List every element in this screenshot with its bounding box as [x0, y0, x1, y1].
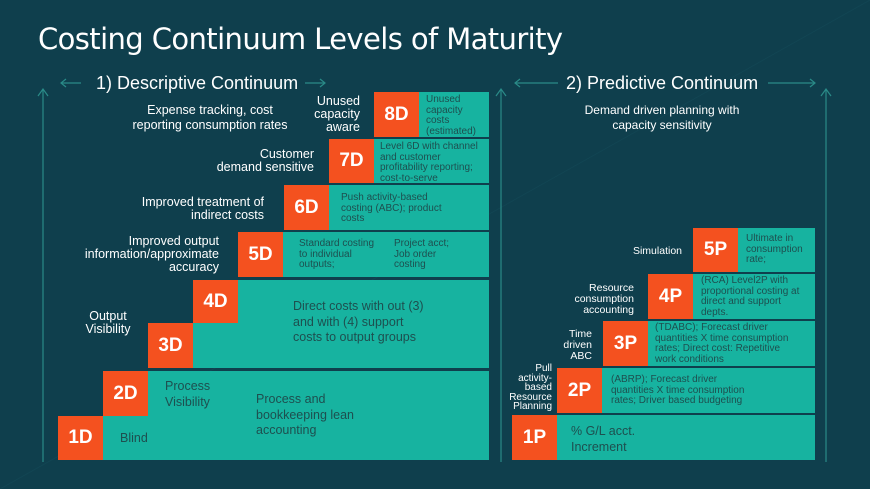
level-7d-description: Level 6D with channel and customer profi…	[380, 141, 478, 184]
level-2p-badge: 2P	[557, 368, 602, 413]
level-1p-description: % G/L acct. Increment	[571, 424, 636, 454]
level-3p-badge: 3P	[603, 321, 648, 366]
level-6d-badge: 6D	[284, 185, 329, 230]
row-12d-bg-lower	[103, 416, 489, 460]
row-34d-bg-lower	[193, 323, 489, 368]
level-3d-4d-description: Direct costs with out (3) and with (4) s…	[293, 299, 424, 344]
level-2d-badge: 2D	[103, 371, 148, 416]
row-5d-bg	[283, 232, 489, 277]
level-5d-description-b: Project acct; Job order costing	[394, 238, 450, 270]
right-horizontal-arrows-icon	[514, 78, 816, 88]
process-lean-description: Process and bookkeeping lean accounting	[256, 392, 354, 437]
level-6d-label: Improved treatment of indirect costs	[141, 195, 264, 222]
row-2p-bg	[602, 368, 815, 413]
row-8d-bg	[419, 92, 489, 137]
predictive-subtitle: Demand driven planning with capacity sen…	[584, 103, 740, 132]
level-1d-description: Blind	[120, 431, 148, 445]
level-2p-description: (ABRP); Forecast driver quantities X tim…	[611, 374, 745, 406]
level-1p-badge: 1P	[512, 415, 557, 460]
level-1d-badge: 1D	[58, 416, 103, 460]
level-4p-badge: 4P	[648, 274, 693, 319]
row-4p-bg	[693, 274, 815, 319]
level-5d-label: Improved output information/approximate …	[84, 234, 219, 274]
level-5d-description-a: Standard costing to individual outputs;	[299, 238, 375, 270]
level-7d-badge: 7D	[329, 139, 374, 183]
level-8d-description: Unused capacity costs (estimated)	[426, 94, 477, 137]
level-5p-description: Ultimate in consumption rate;	[746, 233, 803, 265]
descriptive-subtitle: Expense tracking, cost reporting consump…	[132, 103, 288, 132]
output-visibility-label: Output Visibility	[85, 309, 131, 336]
row-5p-bg	[738, 228, 815, 272]
row-34d-bg	[238, 280, 489, 323]
level-4d-badge: 4D	[193, 280, 238, 323]
left-horizontal-arrows-icon	[60, 78, 326, 88]
page-title: Costing Continuum Levels of Maturity	[38, 22, 563, 56]
level-3d-badge: 3D	[148, 323, 193, 368]
level-3p-description: (TDABC); Forecast driver quantities X ti…	[655, 322, 789, 365]
row-3p-bg	[648, 321, 815, 366]
level-5p-label: Simulation	[632, 245, 682, 257]
level-5d-badge: 5D	[238, 232, 283, 277]
row-7d-bg	[374, 139, 489, 183]
level-8d-badge: 8D	[374, 92, 419, 137]
level-7d-label: Customer demand sensitive	[216, 147, 314, 174]
row-1p-bg	[557, 415, 815, 460]
level-4p-label: Resource consumption accounting	[574, 282, 634, 316]
level-4p-description: (RCA) Level2P with proportional costing …	[701, 275, 800, 318]
level-2p-label: Pull activity- based Resource Planning	[509, 363, 552, 412]
left-vertical-arrow-icon	[37, 87, 49, 462]
predictive-heading: 2) Predictive Continuum	[566, 73, 759, 93]
right-vertical-arrow-icon	[820, 87, 832, 462]
level-2d-description: Process Visibility	[165, 379, 211, 409]
level-8d-label: Unused capacity aware	[314, 94, 360, 134]
descriptive-heading: 1) Descriptive Continuum	[96, 73, 299, 93]
row-6d-bg	[329, 185, 489, 230]
level-6d-description: Push activity-based costing (ABC); produ…	[341, 192, 442, 224]
level-3p-label: Time driven ABC	[563, 328, 592, 362]
level-5p-badge: 5P	[693, 228, 738, 272]
middle-vertical-arrow-icon	[495, 87, 507, 462]
row-12d-bg	[148, 371, 489, 416]
